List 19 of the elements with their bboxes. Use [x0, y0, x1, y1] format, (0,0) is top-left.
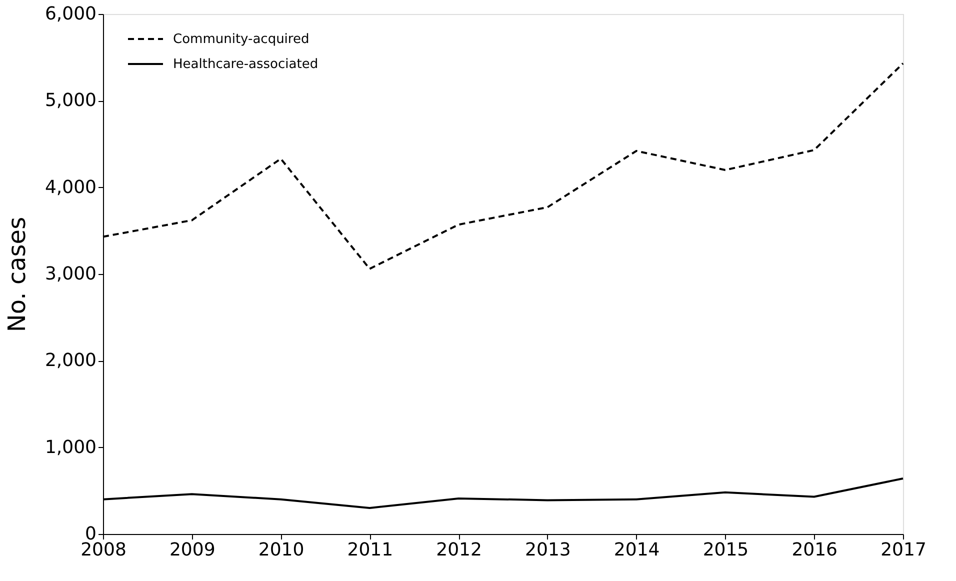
x-tick-label: 2015: [702, 540, 749, 560]
y-tick-label: 4,000: [44, 176, 96, 198]
legend-label: Healthcare-associated: [173, 57, 318, 72]
x-tick-label: 2011: [347, 540, 394, 560]
y-tick-label: 2,000: [44, 350, 96, 372]
y-tick-label: 3,000: [44, 264, 96, 284]
x-tick-label: 2017: [880, 540, 926, 560]
legend-label: Community-acquired: [173, 32, 310, 47]
x-tick-label: 2013: [525, 540, 571, 560]
y-axis-title: No. cases: [2, 216, 31, 332]
y-tick-label: 5,000: [44, 90, 96, 112]
x-tick-label: 2009: [169, 540, 216, 560]
x-tick-label: 2012: [436, 540, 482, 560]
x-tick-label: 2008: [80, 540, 126, 560]
x-tick-label: 2010: [258, 540, 304, 560]
y-tick-label: 1,000: [44, 436, 96, 458]
y-tick-label: 6,000: [44, 4, 96, 24]
x-tick-label: 2014: [614, 540, 660, 560]
x-tick-label: 2016: [792, 540, 838, 560]
